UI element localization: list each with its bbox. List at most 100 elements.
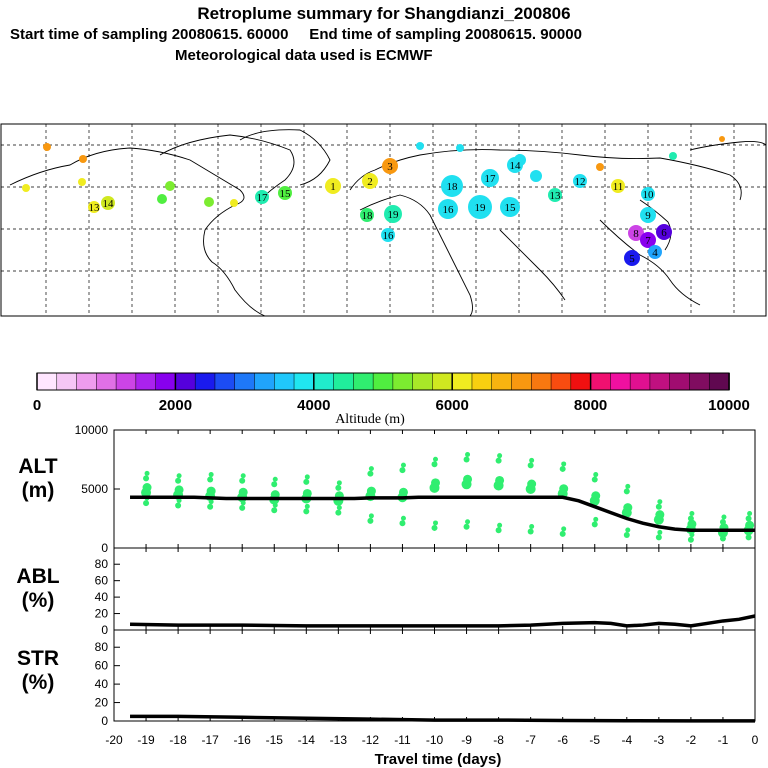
colorbar-swatch (214, 372, 236, 391)
y-tick-label: 40 (95, 677, 109, 691)
scatter-point (303, 508, 310, 515)
plume-marker (640, 232, 656, 248)
scatter-point (431, 461, 438, 468)
plume-marker (719, 136, 725, 142)
scatter-point (398, 487, 408, 497)
colorbar-swatch (491, 372, 513, 391)
scatter-point (433, 456, 438, 462)
colorbar-tick-label: 4000 (297, 397, 330, 414)
panel-frame (113, 547, 756, 631)
y-axis-label: STR (17, 647, 59, 670)
scatter-point (335, 484, 342, 491)
scatter-point (367, 517, 374, 524)
plume-marker (548, 188, 562, 202)
y-tick-label: 10000 (75, 423, 109, 437)
scatter-point (747, 511, 753, 516)
x-tick-label: -9 (461, 733, 472, 747)
panel-abl: 80 60 40 20 0 ABL(%) (16, 547, 756, 637)
x-axis-label: Travel time (days) (375, 751, 502, 768)
x-tick-label: 0 (752, 733, 759, 747)
met-data-note: Meteorological data used is ECMWF (175, 47, 433, 64)
scatter-point (207, 476, 214, 483)
plume-day-label: 11 (613, 181, 624, 193)
plume-day-label: 13 (550, 190, 562, 202)
colorbar-swatch (293, 372, 315, 391)
colorbar-swatch (511, 372, 533, 391)
plume-marker (500, 197, 520, 217)
colorbar-swatch (274, 372, 295, 391)
colorbar-swatch (649, 372, 671, 391)
scatter-point (431, 524, 438, 531)
colorbar-swatch (570, 372, 592, 391)
colorbar-tick-label: 6000 (436, 397, 469, 414)
scatter-point (721, 514, 727, 520)
scatter-point (655, 503, 662, 510)
plume-markers (22, 136, 725, 266)
scatter-point (657, 529, 663, 535)
scatter-point (302, 488, 312, 498)
scatter-point (175, 477, 182, 484)
scatter-point (366, 486, 376, 496)
y-tick-label: 60 (95, 574, 109, 588)
x-tick-label: -1 (718, 733, 729, 747)
scatter-point (207, 503, 214, 510)
colorbar-swatch (531, 372, 552, 391)
colorbar-swatch (372, 372, 394, 391)
colorbar-swatch (412, 372, 434, 391)
plume-day-label: 14 (510, 160, 522, 172)
plume-marker (481, 169, 499, 187)
x-tick-label: -4 (621, 733, 632, 747)
scatter-point (623, 488, 630, 495)
plume-day-label: 8 (633, 228, 639, 240)
x-tick-label: -6 (557, 733, 568, 747)
colorbar-swatch (313, 372, 335, 391)
colorbar-swatch (610, 372, 631, 391)
colorbar-swatch (333, 372, 355, 391)
plume-marker (656, 224, 672, 240)
panel-frame (113, 629, 756, 722)
scatter-point (399, 520, 406, 527)
scatter-point (238, 487, 248, 497)
y-tick-label: 0 (101, 714, 108, 728)
scatter-point (463, 456, 470, 463)
plume-day-label: 1 (330, 181, 336, 193)
plume-marker (230, 199, 238, 207)
scatter-point (497, 522, 503, 528)
scatter-point (559, 530, 566, 537)
colorbar-swatch (629, 372, 651, 391)
sampling-times: Start time of sampling 20080615. 60000 E… (10, 26, 582, 43)
series-line-abl (129, 614, 756, 628)
y-axis-label: ALT (18, 455, 57, 478)
plume-marker (648, 245, 662, 259)
plume-day-label: 9 (645, 210, 651, 222)
colorbar-tick-label: 0 (33, 397, 41, 414)
scatter-point (591, 476, 598, 483)
colorbar-swatch (234, 372, 256, 391)
plume-day-label: 13 (89, 202, 101, 214)
colorbar-swatch (254, 372, 276, 391)
y-axis-label: ABL (16, 565, 59, 588)
panel-alt: 10000 5000 0 ALT(m) (18, 423, 756, 555)
plume-marker (441, 175, 463, 197)
plume-day-label: 17 (485, 173, 497, 185)
plume-day-label: 17 (257, 192, 269, 204)
plume-marker (596, 163, 604, 171)
scatter-point (368, 466, 374, 472)
plume-marker (88, 201, 100, 213)
scatter-point (143, 475, 150, 482)
plume-day-label: 16 (443, 204, 455, 216)
y-tick-label: 40 (95, 590, 109, 604)
scatter-point (431, 478, 440, 488)
scatter-point (239, 504, 246, 511)
colorbar-swatch (451, 372, 473, 391)
plume-marker (360, 208, 374, 222)
colorbar-swatch (36, 372, 58, 391)
y-tick-label: 20 (95, 696, 109, 710)
scatter-point (176, 473, 182, 479)
scatter-point (495, 457, 502, 464)
x-tick-label: -16 (234, 733, 252, 747)
colorbar-swatch (392, 372, 414, 391)
plume-day-label: 19 (388, 209, 400, 221)
scatter-point (561, 526, 567, 532)
